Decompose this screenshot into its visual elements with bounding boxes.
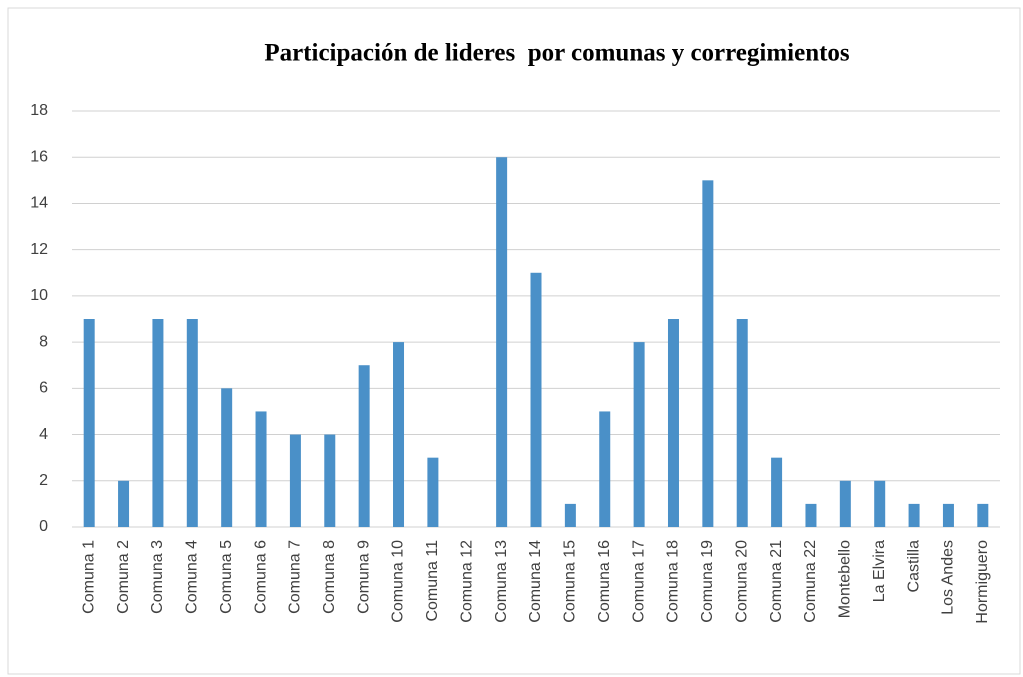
x-tick-label: Comuna 19 bbox=[699, 540, 716, 623]
bar bbox=[839, 480, 851, 527]
x-tick-label: Comuna 13 bbox=[493, 540, 510, 623]
y-tick-label: 8 bbox=[39, 333, 48, 350]
x-tick-label: Comuna 22 bbox=[802, 540, 819, 623]
x-tick-label: Comuna 16 bbox=[596, 540, 613, 623]
bar bbox=[908, 503, 920, 527]
x-tick-label: Comuna 11 bbox=[424, 540, 441, 622]
y-tick-label: 12 bbox=[30, 241, 48, 258]
x-tick-label: La Elvira bbox=[871, 540, 888, 602]
y-tick-label: 10 bbox=[30, 287, 48, 304]
bar bbox=[83, 319, 95, 527]
bar bbox=[667, 319, 679, 527]
y-tick-label: 4 bbox=[39, 426, 48, 443]
bar bbox=[118, 480, 130, 527]
bar bbox=[289, 434, 301, 527]
bar bbox=[324, 434, 336, 527]
x-tick-label: Comuna 4 bbox=[184, 540, 201, 614]
bar bbox=[496, 157, 508, 527]
x-tick-label: Comuna 3 bbox=[149, 540, 166, 614]
x-tick-label: Montebello bbox=[837, 540, 854, 618]
bar bbox=[221, 388, 233, 527]
x-tick-label: Comuna 15 bbox=[562, 540, 579, 623]
bar bbox=[358, 365, 370, 527]
x-tick-label: Comuna 5 bbox=[218, 540, 235, 614]
y-tick-label: 0 bbox=[39, 518, 48, 535]
x-tick-label: Comuna 17 bbox=[630, 540, 647, 623]
chart-title: Participación de lideres por comunas y c… bbox=[264, 40, 850, 67]
bar bbox=[393, 342, 405, 527]
x-tick-label: Comuna 20 bbox=[733, 540, 750, 623]
bar bbox=[255, 411, 267, 527]
bar bbox=[942, 503, 954, 527]
x-tick-label: Los Andes bbox=[940, 540, 957, 615]
x-tick-label: Comuna 2 bbox=[115, 540, 132, 614]
bar bbox=[736, 319, 748, 527]
chart-frame bbox=[7, 7, 1021, 675]
x-tick-label: Comuna 18 bbox=[665, 540, 682, 623]
x-tick-label: Comuna 14 bbox=[527, 540, 544, 623]
x-tick-label: Hormiguero bbox=[974, 540, 991, 624]
bar bbox=[977, 503, 989, 527]
x-tick-label: Comuna 7 bbox=[287, 540, 304, 614]
y-tick-label: 18 bbox=[30, 102, 48, 119]
x-tick-label: Comuna 9 bbox=[355, 540, 372, 614]
bar bbox=[530, 272, 542, 527]
bar bbox=[152, 319, 164, 527]
x-tick-label: Comuna 1 bbox=[80, 540, 97, 614]
y-tick-label: 16 bbox=[30, 148, 48, 165]
bar bbox=[564, 503, 576, 527]
x-tick-label: Comuna 6 bbox=[252, 540, 269, 614]
x-tick-label: Castilla bbox=[905, 540, 922, 593]
bar bbox=[805, 503, 817, 527]
bar bbox=[874, 480, 886, 527]
bar bbox=[186, 319, 198, 527]
bar bbox=[633, 342, 645, 527]
x-tick-label: Comuna 8 bbox=[321, 540, 338, 614]
bar bbox=[427, 457, 439, 527]
bar bbox=[702, 180, 714, 528]
x-tick-label: Comuna 12 bbox=[458, 540, 475, 623]
bar bbox=[771, 457, 783, 527]
y-tick-label: 6 bbox=[39, 380, 48, 397]
x-tick-label: Comuna 10 bbox=[390, 540, 407, 623]
y-tick-label: 2 bbox=[39, 472, 48, 489]
x-tick-label: Comuna 21 bbox=[768, 540, 785, 623]
y-tick-label: 14 bbox=[30, 195, 48, 212]
bar bbox=[599, 411, 611, 527]
